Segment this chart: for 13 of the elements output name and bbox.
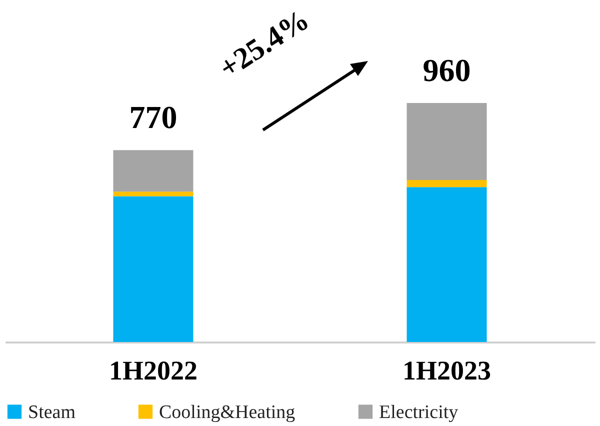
legend-label: Steam (28, 402, 76, 423)
bar (406, 180, 487, 188)
bar (113, 150, 194, 192)
legend-label: Cooling&Heating (159, 402, 296, 423)
annotation: 770 (129, 99, 178, 136)
annotation: 960 (422, 52, 471, 88)
bar (113, 192, 194, 196)
x-tick-label: 1H2023 (402, 356, 492, 386)
legend-label: Electricity (379, 402, 459, 423)
bar (406, 187, 487, 342)
bar (406, 103, 487, 180)
x-tick-label: 1H2022 (108, 356, 198, 386)
bar (113, 196, 194, 342)
